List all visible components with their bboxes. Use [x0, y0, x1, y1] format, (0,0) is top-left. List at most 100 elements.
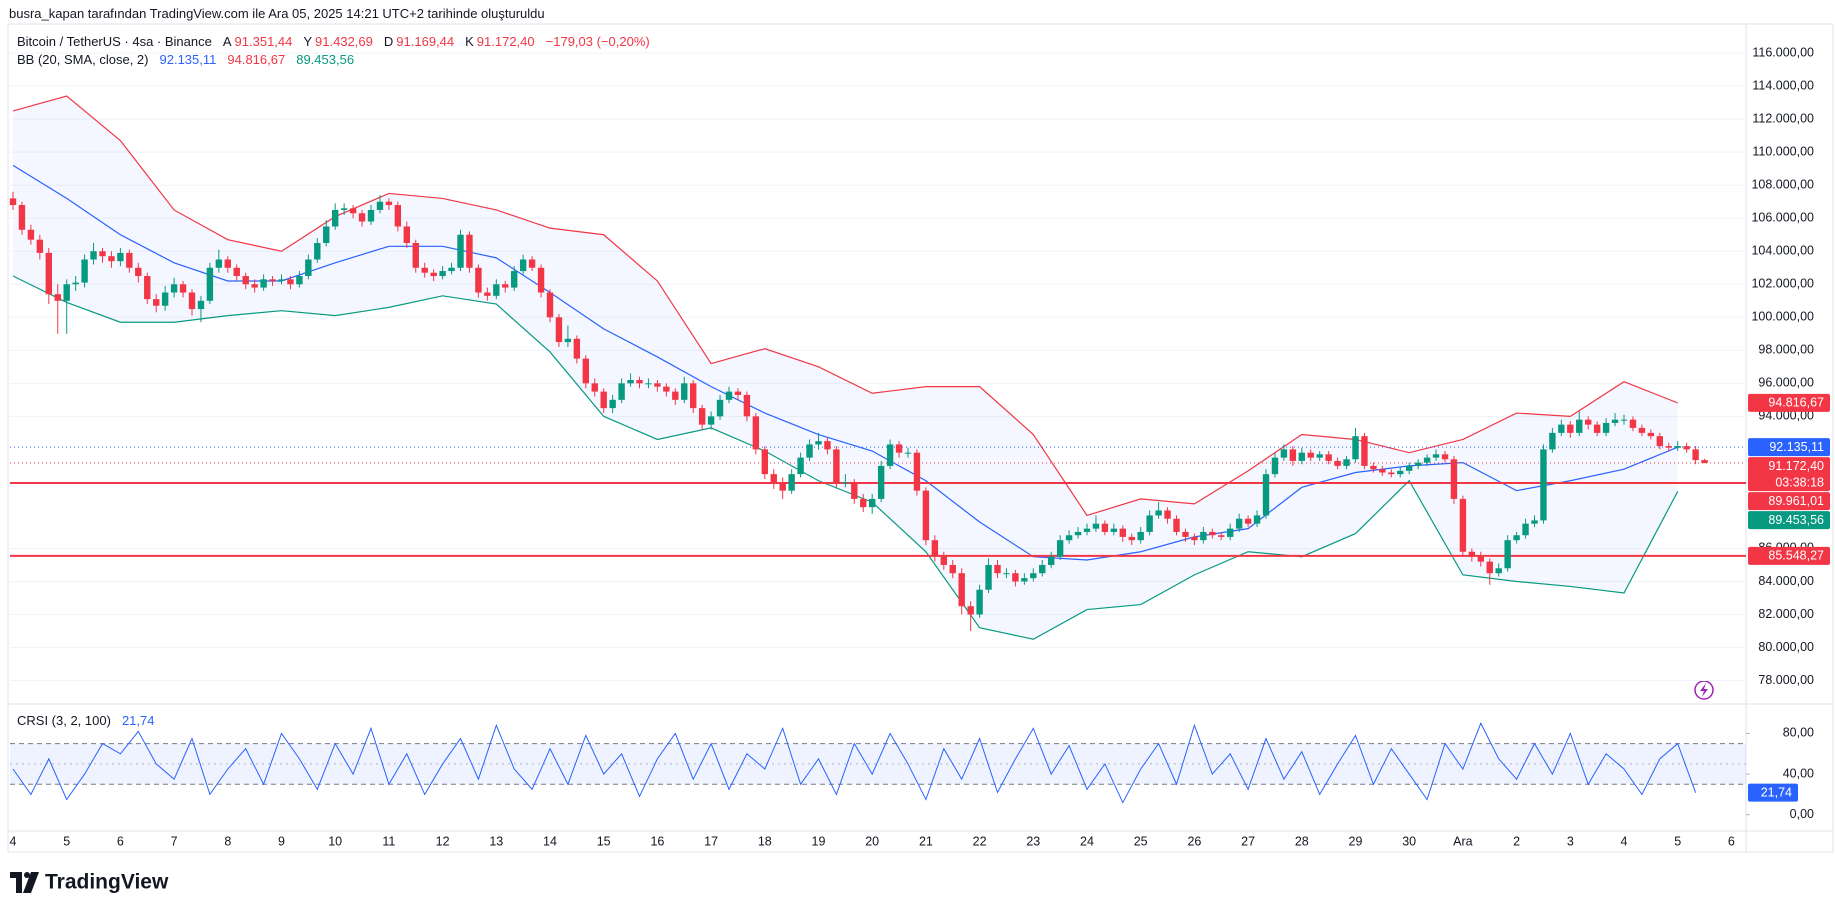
x-tick-label: 19	[812, 834, 826, 848]
candle-body	[27, 229, 35, 240]
candle-body	[439, 271, 446, 277]
candle-body	[654, 383, 661, 387]
price-tag	[1748, 438, 1830, 457]
candle-body	[1235, 518, 1243, 529]
candle-body	[600, 391, 607, 409]
candle-body	[1414, 462, 1422, 466]
ohlc-value: 91.432,69	[315, 34, 373, 49]
alert-icon[interactable]	[1694, 680, 1714, 700]
candle-body	[582, 358, 589, 384]
ohlc-value: 91.169,44	[396, 34, 455, 49]
candle-body	[1083, 528, 1091, 532]
candle-body	[1459, 498, 1467, 552]
candle-body	[636, 380, 643, 384]
y-tick-label: 112.000,00	[1752, 111, 1814, 125]
candle-body	[842, 482, 849, 484]
candle-body	[161, 292, 169, 306]
candle-body	[895, 444, 903, 453]
candle-body	[1244, 518, 1252, 524]
candle-body	[1593, 424, 1601, 433]
candle-body	[1352, 436, 1359, 460]
candle-body	[1218, 535, 1225, 537]
candle-body	[672, 391, 679, 400]
crsi-tag-label: 21,74	[1761, 785, 1792, 799]
band-fill	[13, 96, 1678, 640]
candle-body	[493, 284, 500, 296]
y-tick-label: 108.000,00	[1751, 178, 1814, 192]
x-tick-label: 26	[1187, 834, 1201, 848]
candle-body	[1334, 460, 1341, 466]
x-tick-label: 5	[63, 834, 70, 848]
candle-body	[1191, 536, 1198, 541]
candle-body	[1155, 510, 1162, 516]
candle-body	[135, 267, 142, 277]
candle-body	[36, 239, 44, 253]
candle-body	[349, 208, 357, 214]
candle-body	[627, 380, 634, 384]
x-tick-label: 27	[1241, 834, 1255, 848]
candle-body	[278, 279, 285, 281]
candle-body	[716, 399, 724, 417]
candle-body	[1200, 531, 1207, 541]
candle-body	[233, 267, 240, 277]
band-line	[12, 275, 1679, 640]
price-tag-label: 85.548,27	[1768, 549, 1824, 563]
candle-body	[958, 573, 965, 607]
alert-bolt[interactable]	[1700, 683, 1708, 697]
x-tick-label: 6	[117, 834, 124, 848]
x-tick-label: 25	[1134, 834, 1148, 848]
candle-body	[1665, 446, 1672, 448]
candle-body	[1074, 531, 1082, 536]
candle-body	[206, 267, 214, 301]
candle-body	[591, 383, 598, 392]
candle-body	[90, 251, 97, 260]
candle-body	[1423, 457, 1431, 463]
candle-body	[1638, 427, 1646, 433]
candle-body	[931, 540, 939, 557]
x-tick-label: 2	[1513, 834, 1520, 848]
candle-body	[913, 452, 921, 491]
candle-body	[54, 294, 61, 301]
indicator-value: 21,74	[121, 713, 155, 728]
price-tag-label: 92.135,11	[1769, 440, 1824, 454]
candle-body	[1674, 446, 1681, 448]
x-tick-label: 13	[489, 834, 503, 848]
candle-body	[1656, 436, 1663, 447]
x-tick-label: 29	[1349, 834, 1363, 848]
candle-body	[1325, 454, 1332, 461]
candle-body	[1602, 422, 1610, 433]
candle-body	[860, 498, 867, 508]
x-tick-label: 12	[436, 834, 450, 848]
candle-body	[1388, 472, 1395, 475]
candle-body	[886, 444, 894, 466]
price-tag-label: 89.961,01	[1768, 494, 1824, 508]
indicator-name: BB (20, SMA, close, 2)	[17, 52, 149, 67]
candle-body	[63, 284, 70, 301]
candle-body	[1209, 531, 1216, 536]
candle-body	[815, 441, 822, 445]
candle-body	[555, 317, 563, 343]
candle-body	[1522, 523, 1529, 536]
x-tick-label: 6	[1728, 834, 1735, 848]
y-tick-label: 102.000,00	[1751, 277, 1814, 291]
ohlc-key: A	[222, 34, 232, 49]
candle-body	[1585, 419, 1592, 425]
candle-body	[287, 279, 294, 285]
candle-body	[1361, 436, 1368, 466]
logo-text: TradingView	[45, 871, 169, 894]
indicator-name: CRSI (3, 2, 100)	[17, 713, 111, 728]
x-tick-label: 16	[650, 834, 664, 848]
candle-body	[1370, 465, 1377, 470]
y-tick-label: 82.000,00	[1758, 607, 1814, 621]
header: busra_kapan tarafından TradingView.com i…	[9, 6, 545, 21]
candle-body	[537, 267, 545, 293]
x-tick-label: 18	[758, 834, 772, 848]
price-tag-label: 94.816,67	[1768, 396, 1824, 410]
price-tag	[1748, 393, 1830, 412]
candle-body	[1486, 561, 1493, 574]
candle-body	[1119, 528, 1126, 537]
candle-body	[1513, 535, 1520, 541]
x-tick-label: 10	[328, 834, 342, 848]
candle-body	[1397, 470, 1404, 475]
